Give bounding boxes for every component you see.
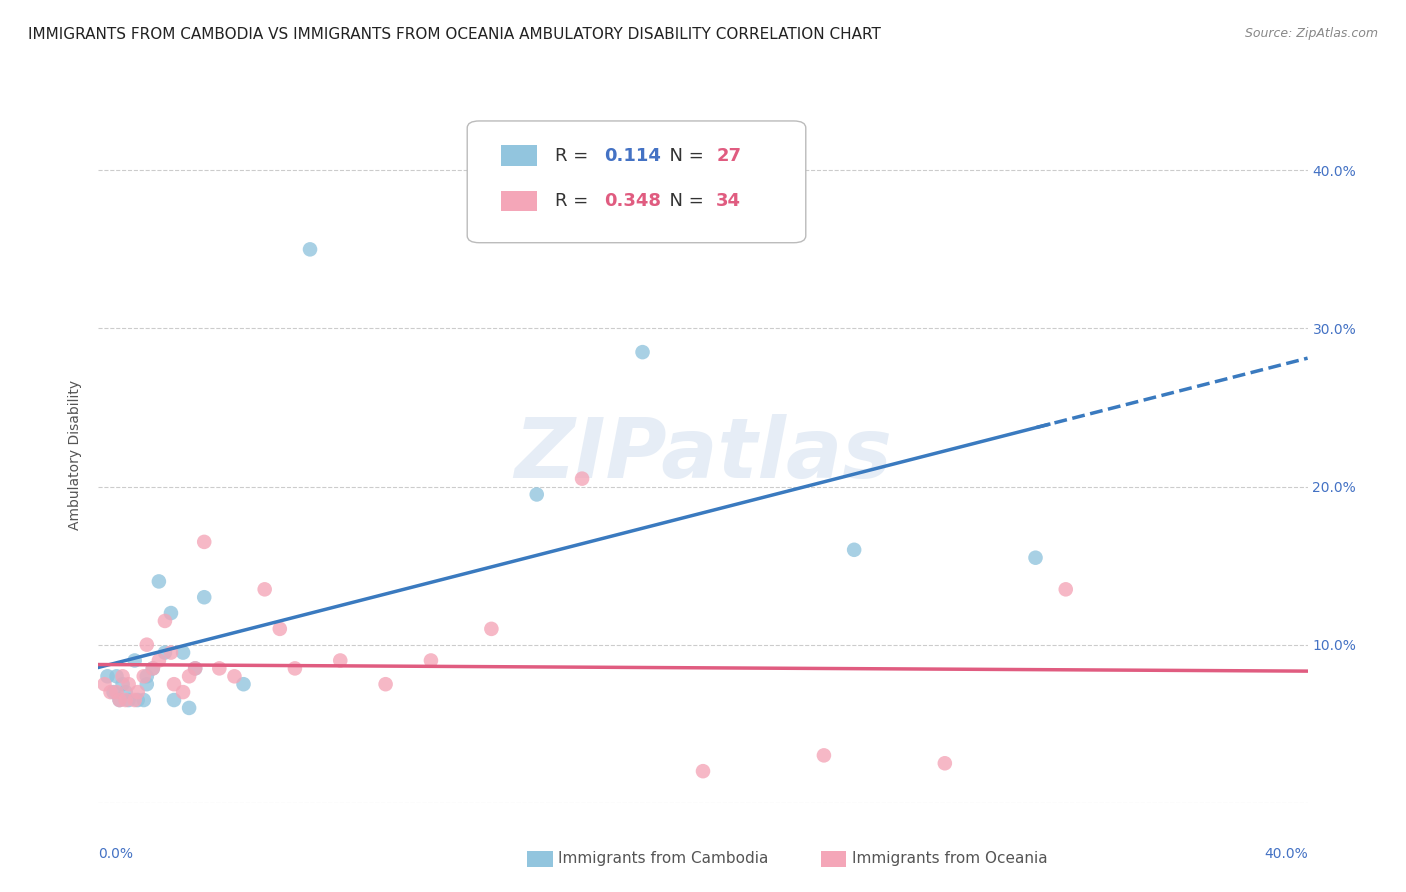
Point <box>96 669 118 683</box>
Text: N =: N = <box>658 147 710 165</box>
Point <box>526 487 548 501</box>
Text: R =: R = <box>555 192 595 210</box>
Text: 27: 27 <box>716 147 741 165</box>
Point <box>135 669 157 683</box>
Point <box>232 677 254 691</box>
Point <box>148 653 170 667</box>
Point <box>153 646 176 660</box>
Point <box>163 693 186 707</box>
Point <box>481 622 503 636</box>
Point <box>172 685 194 699</box>
Point <box>253 582 276 597</box>
Text: Immigrants from Oceania: Immigrants from Oceania <box>852 851 1047 865</box>
Text: R =: R = <box>555 147 595 165</box>
Point <box>224 669 246 683</box>
Point <box>105 685 128 699</box>
Point <box>934 756 956 771</box>
Text: ZIPatlas: ZIPatlas <box>515 415 891 495</box>
Point <box>103 685 125 699</box>
Point <box>135 677 157 691</box>
Point <box>148 574 170 589</box>
FancyBboxPatch shape <box>501 145 537 166</box>
Point <box>132 693 155 707</box>
Text: 0.0%: 0.0% <box>98 847 134 861</box>
Point <box>163 677 186 691</box>
Point <box>571 472 593 486</box>
Text: Source: ZipAtlas.com: Source: ZipAtlas.com <box>1244 27 1378 40</box>
Text: 34: 34 <box>716 192 741 210</box>
Point <box>299 243 322 257</box>
Point <box>127 685 149 699</box>
Point <box>142 661 165 675</box>
Point <box>172 646 194 660</box>
Point <box>153 614 176 628</box>
Point <box>420 653 443 667</box>
Point <box>124 653 146 667</box>
Point <box>105 669 128 683</box>
Point <box>1024 550 1046 565</box>
Point <box>284 661 307 675</box>
Text: 40.0%: 40.0% <box>1264 847 1308 861</box>
Point <box>179 669 201 683</box>
Point <box>100 685 122 699</box>
Point <box>132 669 155 683</box>
Point <box>193 534 215 549</box>
Point <box>160 646 183 660</box>
Point <box>692 764 714 779</box>
Point <box>114 693 136 707</box>
Point <box>108 693 131 707</box>
Point <box>118 693 141 707</box>
Text: Immigrants from Cambodia: Immigrants from Cambodia <box>558 851 769 865</box>
Point <box>111 669 134 683</box>
Point <box>118 677 141 691</box>
Point <box>124 693 146 707</box>
Point <box>114 685 136 699</box>
Text: 0.114: 0.114 <box>603 147 661 165</box>
Point <box>329 653 352 667</box>
Point <box>184 661 207 675</box>
Point <box>108 693 131 707</box>
Point <box>111 677 134 691</box>
Point <box>269 622 291 636</box>
Point <box>374 677 396 691</box>
FancyBboxPatch shape <box>501 191 537 211</box>
FancyBboxPatch shape <box>467 121 806 243</box>
Point <box>813 748 835 763</box>
Point <box>135 638 157 652</box>
Point <box>208 661 231 675</box>
Point <box>142 661 165 675</box>
Text: N =: N = <box>658 192 710 210</box>
Y-axis label: Ambulatory Disability: Ambulatory Disability <box>69 380 83 530</box>
Point <box>184 661 207 675</box>
Point <box>93 677 115 691</box>
Point <box>631 345 654 359</box>
Text: IMMIGRANTS FROM CAMBODIA VS IMMIGRANTS FROM OCEANIA AMBULATORY DISABILITY CORREL: IMMIGRANTS FROM CAMBODIA VS IMMIGRANTS F… <box>28 27 882 42</box>
Point <box>127 693 149 707</box>
Point <box>1054 582 1077 597</box>
Text: 0.348: 0.348 <box>603 192 661 210</box>
Point <box>160 606 183 620</box>
Point <box>844 542 866 557</box>
Point <box>179 701 201 715</box>
Point <box>193 591 215 605</box>
